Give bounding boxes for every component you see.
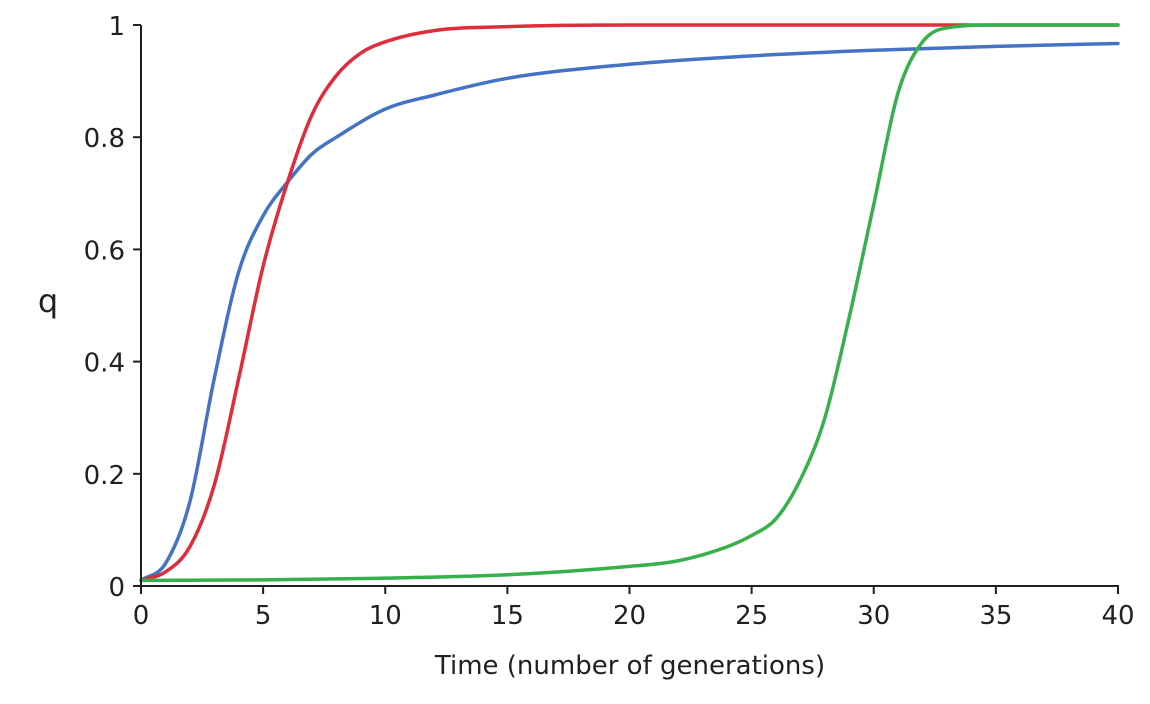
x-tick-label: 40 <box>1101 601 1134 631</box>
series-layer <box>139 23 1120 583</box>
ticks: 0 5 10 15 20 25 30 35 40 0 0.2 0.4 0.6 0.8 1 <box>84 12 1135 631</box>
y-tick-label: 0.2 <box>84 461 125 491</box>
x-tick-label: 20 <box>613 601 646 631</box>
x-tick-label: 30 <box>857 601 890 631</box>
x-tick-label: 35 <box>979 601 1012 631</box>
y-axis-label: q <box>38 282 58 320</box>
y-tick-label: 0.4 <box>84 349 125 379</box>
y-tick-label: 0 <box>108 573 125 603</box>
series-line-2 <box>139 23 1120 583</box>
x-tick-label: 5 <box>255 601 272 631</box>
series-line-1 <box>139 23 1120 583</box>
x-tick-label: 25 <box>735 601 768 631</box>
x-tick-label: 10 <box>369 601 402 631</box>
y-tick-label: 1 <box>108 12 125 42</box>
x-tick-label: 15 <box>491 601 524 631</box>
series-line-0 <box>139 41 1120 583</box>
y-tick-label: 0.6 <box>84 236 125 266</box>
y-tick-label: 0.8 <box>84 124 125 154</box>
x-axis-label: Time (number of generations) <box>434 651 825 681</box>
x-tick-label: 0 <box>133 601 150 631</box>
